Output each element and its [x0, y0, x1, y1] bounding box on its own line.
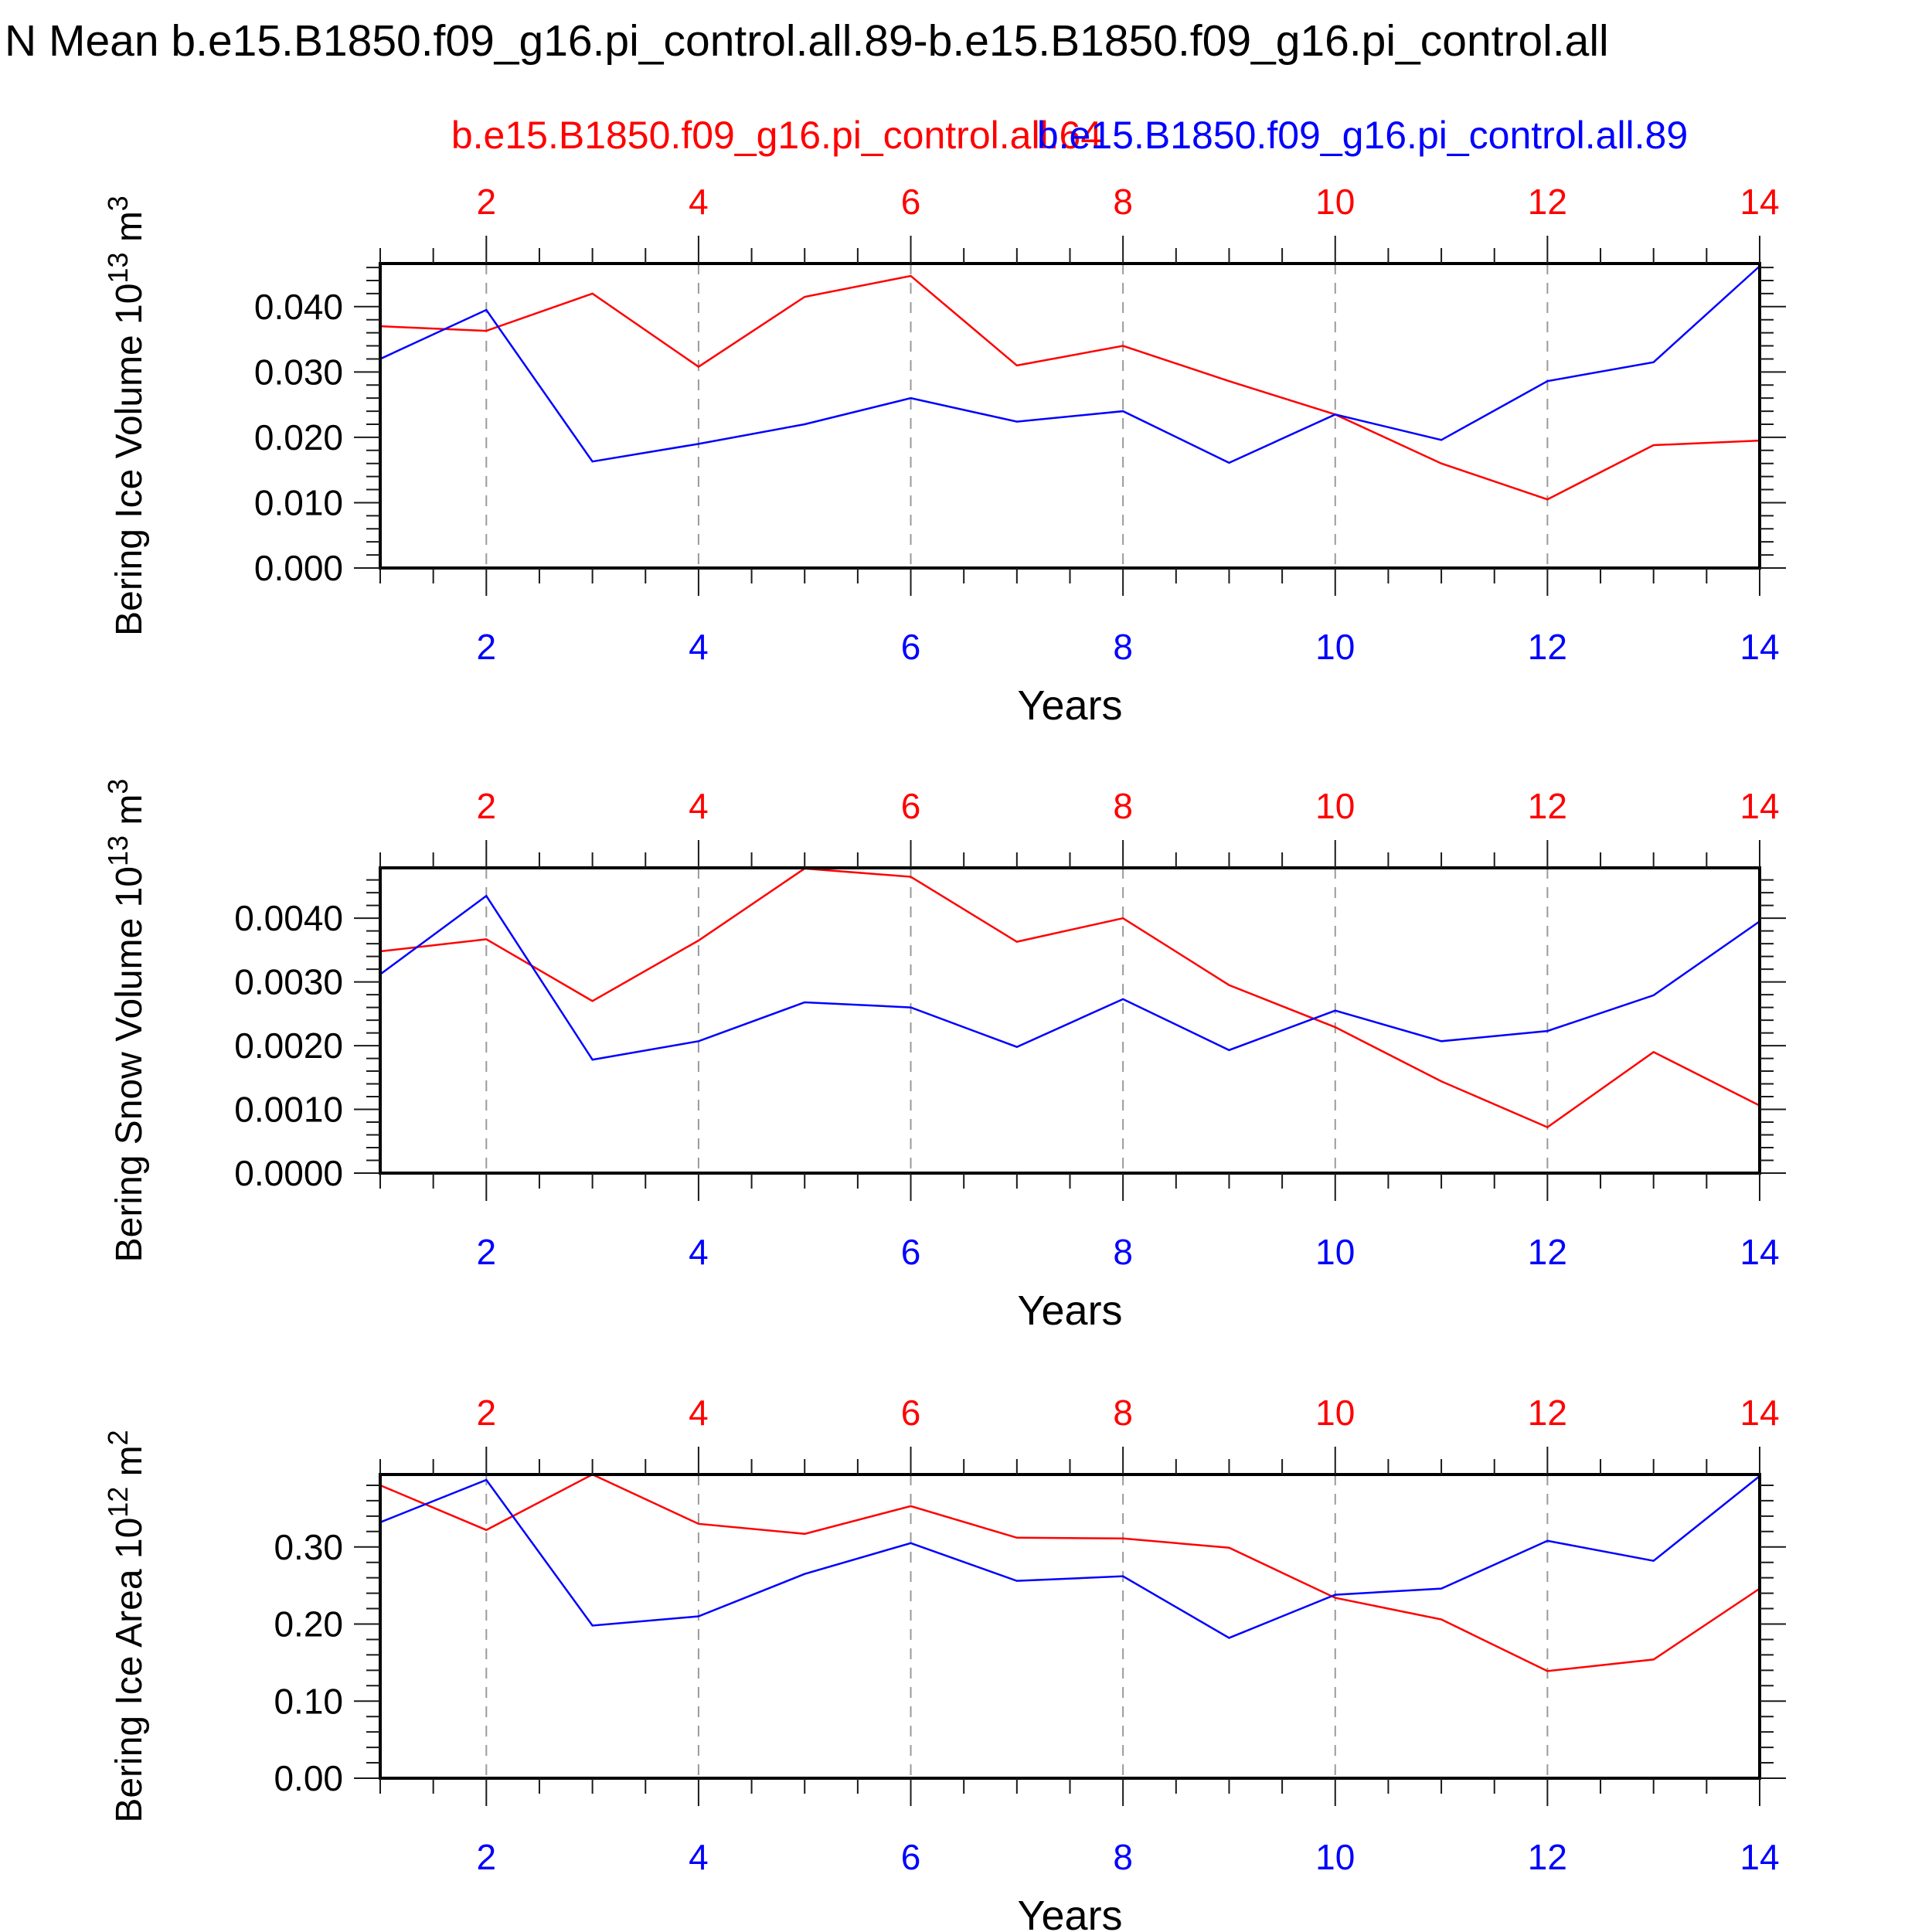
y-axis-title: Bering Snow Volume 1013 m3 — [102, 779, 150, 1263]
y-tick-label: 0.010 — [254, 482, 343, 522]
x-tick-label-bottom: 2 — [477, 1232, 497, 1272]
y-tick-label: 0.10 — [274, 1681, 343, 1721]
x-tick-label-bottom: 14 — [1740, 627, 1779, 667]
x-tick-label-bottom: 6 — [901, 1232, 921, 1272]
x-tick-label-top: 6 — [901, 786, 921, 826]
x-tick-label-bottom: 2 — [477, 627, 497, 667]
x-tick-label-bottom: 2 — [477, 1837, 497, 1877]
series-line-red — [379, 1473, 1760, 1672]
y-tick-label: 0.0020 — [234, 1026, 343, 1066]
y-tick-label: 0.0040 — [234, 898, 343, 938]
y-tick-label: 0.30 — [274, 1527, 343, 1567]
x-tick-label-top: 6 — [901, 182, 921, 222]
x-axis-title: Years — [1017, 1287, 1122, 1334]
x-tick-label-top: 12 — [1528, 182, 1567, 222]
plot-frame — [379, 866, 1761, 1175]
x-tick-label-bottom: 4 — [689, 627, 709, 667]
page-title: N Mean b.e15.B1850.f09_g16.pi_control.al… — [5, 16, 1609, 66]
x-tick-label-top: 2 — [477, 1393, 497, 1433]
series-line-blue — [379, 1475, 1760, 1639]
y-tick-label: 0.0030 — [234, 962, 343, 1002]
y-tick-label: 0.040 — [254, 287, 343, 327]
x-tick-label-bottom: 6 — [901, 1837, 921, 1877]
x-tick-label-bottom: 4 — [689, 1232, 709, 1272]
x-tick-label-top: 10 — [1315, 786, 1355, 826]
panel-1: 0.0000 0.0010 0.0020 0.0030 0.0040 2 2 4 4 6 6 8 8 10… — [102, 779, 1786, 1334]
x-tick-label-bottom: 8 — [1113, 627, 1133, 667]
x-tick-label-top: 8 — [1113, 786, 1133, 826]
x-tick-label-top: 10 — [1315, 1393, 1355, 1433]
x-tick-label-top: 8 — [1113, 182, 1133, 222]
series-line-red — [379, 867, 1760, 1129]
y-tick-label: 0.0010 — [234, 1090, 343, 1130]
plot-frame — [379, 1473, 1761, 1780]
series-line-red — [379, 274, 1760, 501]
x-tick-label-bottom: 10 — [1315, 627, 1355, 667]
x-tick-label-top: 14 — [1740, 182, 1779, 222]
x-tick-label-bottom: 6 — [901, 627, 921, 667]
x-tick-label-bottom: 12 — [1528, 627, 1567, 667]
y-axis-title: Bering Ice Area 1012 m2 — [102, 1430, 150, 1822]
x-tick-label-top: 12 — [1528, 786, 1567, 826]
y-tick-label: 0.030 — [254, 352, 343, 392]
x-tick-label-top: 4 — [689, 786, 709, 826]
x-tick-label-bottom: 10 — [1315, 1232, 1355, 1272]
x-tick-label-top: 4 — [689, 1393, 709, 1433]
x-tick-label-top: 8 — [1113, 1393, 1133, 1433]
x-tick-label-bottom: 8 — [1113, 1232, 1133, 1272]
x-tick-label-bottom: 14 — [1740, 1837, 1779, 1877]
x-tick-label-top: 12 — [1528, 1393, 1567, 1433]
x-tick-label-top: 14 — [1740, 1393, 1779, 1433]
x-axis-title: Years — [1017, 682, 1122, 729]
y-tick-label: 0.20 — [274, 1604, 343, 1645]
x-tick-label-top: 2 — [477, 182, 497, 222]
x-tick-label-bottom: 10 — [1315, 1837, 1355, 1877]
y-tick-label: 0.000 — [254, 548, 343, 588]
x-tick-label-top: 10 — [1315, 182, 1355, 222]
x-tick-label-bottom: 4 — [689, 1837, 709, 1877]
x-axis-title: Years — [1017, 1893, 1122, 1932]
series-line-blue — [379, 265, 1760, 464]
x-tick-label-bottom: 14 — [1740, 1232, 1779, 1272]
legend-label-blue: b.e15.B1850.f09_g16.pi_control.all.89 — [1036, 114, 1689, 157]
y-tick-label: 0.0000 — [234, 1153, 343, 1193]
series-line-blue — [379, 894, 1760, 1061]
x-tick-label-bottom: 8 — [1113, 1837, 1133, 1877]
x-tick-label-bottom: 12 — [1528, 1837, 1567, 1877]
legend-label-red: b.e15.B1850.f09_g16.pi_control.all.64 — [451, 114, 1103, 157]
x-tick-label-top: 2 — [477, 786, 497, 826]
y-tick-label: 0.020 — [254, 417, 343, 457]
x-tick-label-bottom: 12 — [1528, 1232, 1567, 1272]
x-tick-label-top: 14 — [1740, 786, 1779, 826]
y-tick-label: 0.00 — [274, 1758, 343, 1798]
panel-0: 0.000 0.010 0.020 0.030 0.040 2 2 4 4 6 6 8 8 10 10 12 1… — [102, 182, 1786, 729]
y-axis-title: Bering Ice Volume 1013 m3 — [102, 196, 150, 636]
x-tick-label-top: 6 — [901, 1393, 921, 1433]
panel-2: 0.00 0.10 0.20 0.30 2 2 4 4 6 6 8 8 10 10 12 12 14 14 Year… — [102, 1393, 1786, 1932]
x-tick-label-top: 4 — [689, 182, 709, 222]
